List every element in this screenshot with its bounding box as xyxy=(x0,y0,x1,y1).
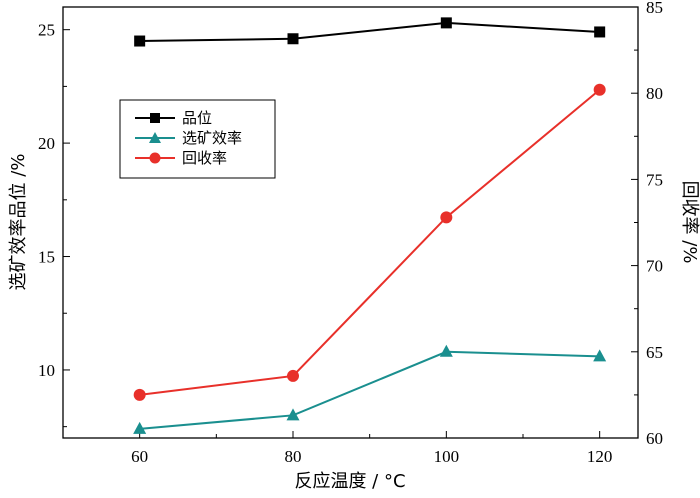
right-y-tick-label: 85 xyxy=(646,0,663,17)
legend-marker-grade xyxy=(150,113,160,123)
data-point-square xyxy=(594,26,606,38)
plot-frame xyxy=(62,6,639,439)
data-point-circle xyxy=(133,388,146,401)
right-y-tick-label: 80 xyxy=(646,84,663,103)
data-point-triangle xyxy=(593,349,607,362)
legend-item-grade: 品位 xyxy=(135,109,212,127)
series-line-1 xyxy=(139,350,600,430)
legend-item-efficiency: 选矿效率 xyxy=(135,129,242,147)
data-point-square xyxy=(287,33,299,45)
series-line-2 xyxy=(139,88,601,396)
x-tick-label: 120 xyxy=(587,447,613,466)
right-y-axis-ticks: 60 65 70 75 80 85 xyxy=(631,0,663,448)
legend: 品位 选矿效率 回收率 xyxy=(119,99,276,179)
left-y-tick-label: 20 xyxy=(38,134,55,153)
right-y-tick-label: 65 xyxy=(646,343,663,362)
legend-marker-efficiency xyxy=(149,132,161,143)
legend-label-recovery: 回收率 xyxy=(182,149,227,167)
x-axis-title: 反应温度 / °C xyxy=(294,471,405,492)
x-tick-label: 100 xyxy=(434,447,460,466)
left-y-axis-title: 选矿效率品位 /% xyxy=(8,154,29,291)
x-tick-label: 60 xyxy=(131,447,148,466)
legend-item-recovery: 回收率 xyxy=(135,149,227,167)
x-tick-label: 80 xyxy=(285,447,302,466)
left-y-axis-ticks: 10 15 20 25 xyxy=(38,21,70,428)
right-y-axis-title: 回收率 /% xyxy=(679,181,700,264)
data-point-circle xyxy=(440,211,453,224)
left-y-tick-label: 15 xyxy=(38,248,55,267)
data-point-circle xyxy=(287,369,299,382)
legend-label-grade: 品位 xyxy=(182,109,212,127)
data-point-square xyxy=(440,17,452,29)
data-point-circle xyxy=(593,83,606,96)
left-y-tick-label: 25 xyxy=(38,21,55,40)
data-point-triangle xyxy=(133,421,147,434)
right-y-tick-label: 60 xyxy=(646,429,663,448)
legend-marker-recovery xyxy=(149,152,161,164)
right-y-tick-label: 70 xyxy=(646,257,663,276)
series-line-0 xyxy=(139,21,600,43)
data-point-square xyxy=(134,35,146,47)
right-y-tick-label: 75 xyxy=(646,170,663,189)
legend-label-efficiency: 选矿效率 xyxy=(182,129,242,147)
data-point-triangle xyxy=(286,408,300,421)
x-axis-ticks: 60 80 100 120 xyxy=(62,431,613,466)
data-point-triangle xyxy=(439,344,453,357)
left-y-tick-label: 10 xyxy=(38,361,55,380)
series-layer xyxy=(133,17,607,434)
